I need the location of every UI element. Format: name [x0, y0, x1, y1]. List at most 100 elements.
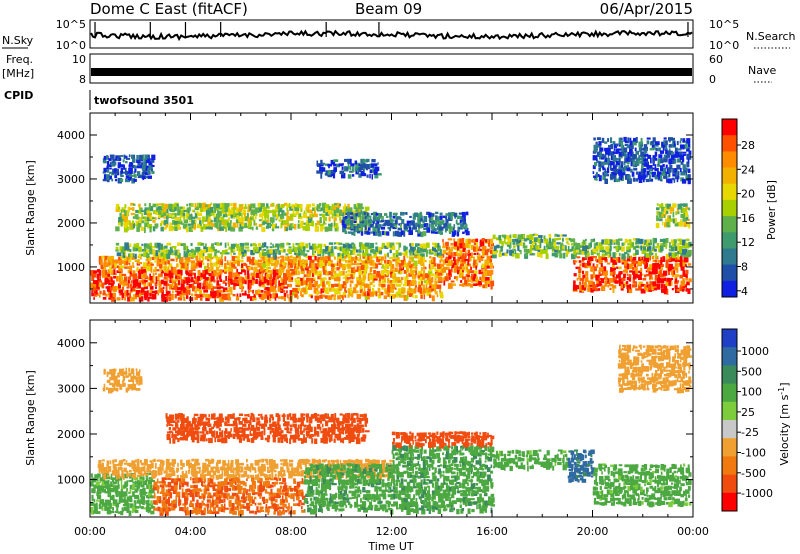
- range-cell: [168, 213, 172, 217]
- range-cell: [146, 464, 152, 470]
- range-cell: [333, 163, 337, 167]
- range-cell: [119, 178, 124, 182]
- range-cell: [107, 500, 110, 506]
- range-cell: [149, 273, 151, 277]
- range-cell: [668, 137, 673, 141]
- range-cell: [459, 219, 462, 224]
- range-cell: [406, 220, 412, 226]
- range-cell: [319, 294, 323, 299]
- range-cell: [181, 262, 186, 269]
- range-cell: [412, 224, 417, 230]
- range-cell: [315, 223, 318, 226]
- range-cell: [321, 213, 326, 218]
- range-cell: [155, 210, 159, 215]
- range-cell: [279, 259, 285, 265]
- range-cell: [308, 203, 312, 208]
- range-cell: [324, 163, 330, 166]
- range-cell: [114, 459, 117, 463]
- range-cell: [166, 283, 169, 286]
- range-cell: [123, 252, 126, 258]
- range-cell: [272, 460, 276, 465]
- range-cell: [298, 213, 301, 219]
- range-cell: [117, 466, 122, 471]
- range-cell: [283, 459, 288, 465]
- range-cell: [590, 274, 594, 280]
- range-cell: [327, 295, 333, 300]
- range-cell: [301, 495, 306, 500]
- range-cell: [327, 163, 333, 167]
- range-cell: [289, 213, 294, 220]
- range-cell: [252, 280, 257, 284]
- range-cell: [296, 466, 300, 472]
- range-cell: [305, 467, 308, 473]
- range-cell: [143, 466, 146, 472]
- range-cell: [120, 220, 123, 227]
- range-cell: [441, 269, 444, 272]
- range-cell: [227, 297, 232, 301]
- range-cell: [184, 262, 188, 268]
- range-cell: [635, 178, 639, 182]
- range-cell: [473, 270, 478, 274]
- range-cell: [364, 294, 368, 301]
- range-cell: [322, 248, 326, 254]
- range-cell: [384, 459, 386, 463]
- range-cell: [537, 238, 541, 243]
- range-cell: [585, 271, 589, 276]
- range-cell: [417, 255, 422, 260]
- range-cell: [300, 263, 303, 269]
- range-cell: [279, 502, 285, 506]
- range-cell: [392, 253, 396, 259]
- range-cell: [353, 220, 357, 223]
- range-cell: [342, 294, 344, 301]
- range-cell: [131, 178, 135, 184]
- range-cell: [107, 273, 111, 277]
- range-cell: [238, 466, 243, 469]
- range-cell: [543, 245, 546, 250]
- range-cell: [384, 259, 387, 264]
- range-cell: [182, 212, 186, 217]
- range-cell: [637, 274, 642, 279]
- range-cell: [154, 282, 158, 286]
- range-cell: [241, 263, 244, 268]
- range-cell: [201, 500, 204, 506]
- range-cell: [347, 158, 351, 164]
- range-cell: [517, 234, 522, 241]
- range-cell: [347, 231, 353, 234]
- range-cell: [395, 259, 400, 265]
- range-cell: [289, 463, 294, 467]
- range-cell: [596, 151, 602, 158]
- range-cell: [392, 215, 396, 219]
- range-cell: [572, 259, 576, 264]
- range-cell: [235, 276, 239, 279]
- range-cell: [272, 243, 274, 249]
- range-cell: [171, 463, 175, 467]
- range-cell: [238, 272, 243, 275]
- range-cell: [196, 294, 201, 299]
- range-cell: [118, 460, 123, 466]
- range-cell: [224, 207, 229, 211]
- range-cell: [265, 504, 268, 509]
- range-cell: [356, 230, 361, 234]
- range-cell: [567, 249, 572, 252]
- range-cell: [358, 173, 362, 178]
- range-cell: [292, 256, 298, 262]
- range-cell: [443, 222, 448, 229]
- range-cell: [93, 506, 98, 512]
- range-cell: [272, 209, 276, 216]
- range-cell: [434, 280, 438, 287]
- range-cell: [140, 480, 143, 487]
- range-cell: [554, 233, 558, 237]
- range-cell: [135, 466, 138, 473]
- range-cell: [661, 288, 665, 293]
- range-cell: [119, 164, 124, 168]
- beam-title: Beam 09: [355, 0, 422, 18]
- range-cell: [447, 266, 450, 270]
- range-cell: [639, 270, 642, 277]
- range-cell: [277, 296, 282, 299]
- range-cell: [143, 283, 147, 287]
- range-cell: [319, 171, 323, 174]
- range-cell: [596, 264, 599, 268]
- range-cell: [288, 493, 290, 497]
- range-cell: [626, 256, 631, 262]
- range-cell: [200, 510, 206, 516]
